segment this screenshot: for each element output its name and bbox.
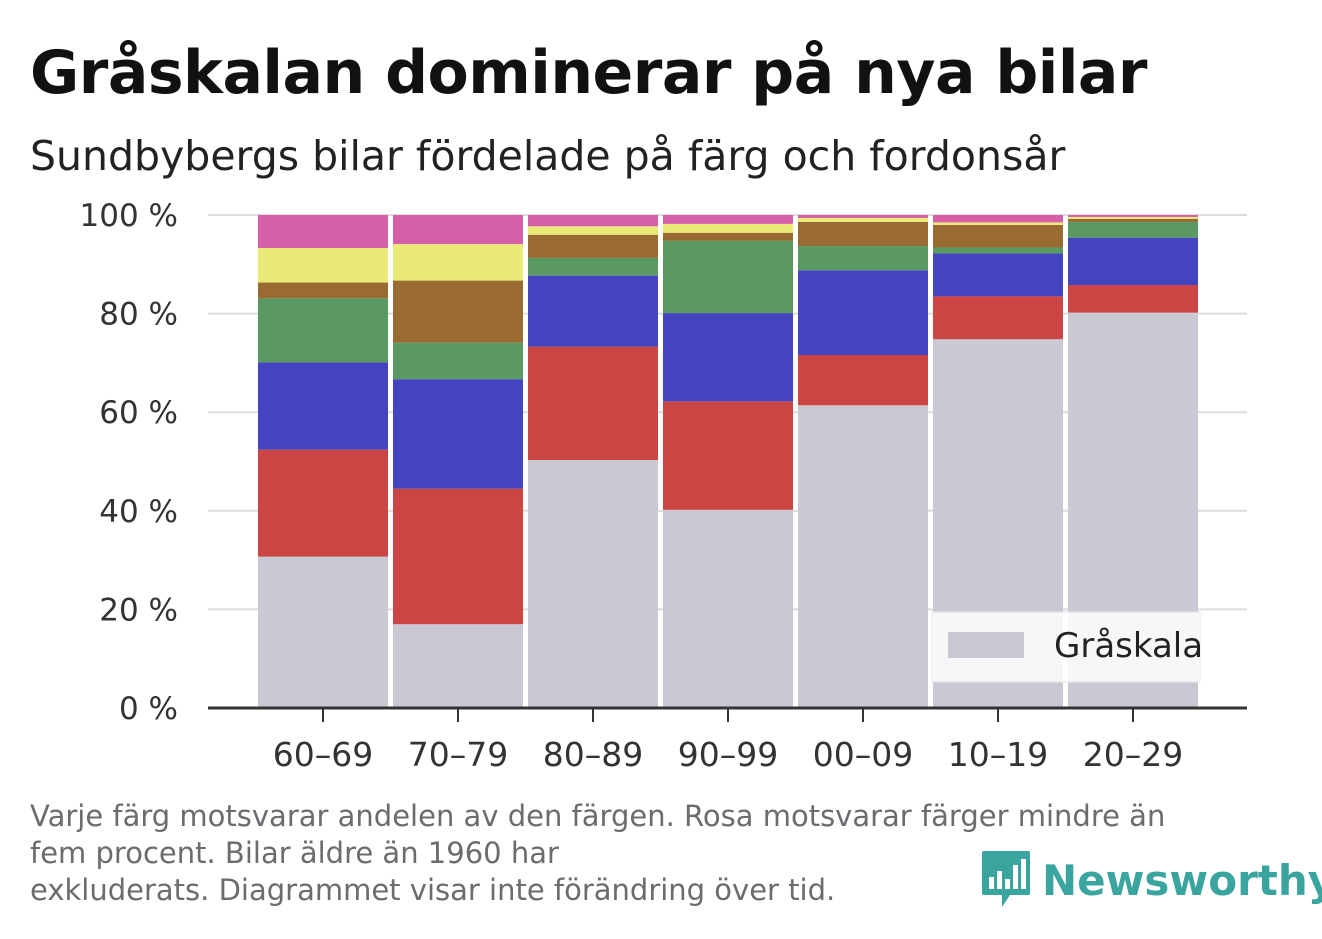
bar-segment bbox=[258, 215, 388, 249]
legend-swatch bbox=[948, 632, 1024, 658]
bar-segment bbox=[933, 247, 1063, 254]
bar-segment bbox=[258, 449, 388, 557]
bar-segment bbox=[393, 280, 523, 343]
bar-segment bbox=[798, 405, 928, 708]
y-tick-label: 80 % bbox=[99, 297, 178, 333]
bar-segment bbox=[393, 244, 523, 281]
bar-segment bbox=[798, 246, 928, 271]
bar-segment bbox=[393, 624, 523, 708]
stacked-bar-chart: 0 % 20 % 40 % 60 % 80 % 100 % 60–69 70–79 80–89 9… bbox=[80, 198, 1247, 774]
chart-subtitle: Sundbybergs bilar fördelade på färg och … bbox=[30, 132, 1066, 180]
bar-segment bbox=[1068, 221, 1198, 238]
bar-segment bbox=[528, 234, 658, 258]
bar-segment bbox=[933, 215, 1063, 223]
bar-segment bbox=[663, 509, 793, 708]
brand-logo[interactable]: Newsworthy bbox=[980, 848, 1322, 912]
bar-segment bbox=[393, 488, 523, 625]
y-tick-label: 20 % bbox=[99, 592, 178, 628]
bar-segment bbox=[798, 215, 928, 218]
bar-segment bbox=[528, 215, 658, 227]
bar-segment bbox=[663, 223, 793, 233]
brand-name: Newsworthy bbox=[1042, 855, 1322, 905]
bar-segment bbox=[528, 460, 658, 708]
x-tick-label: 20–29 bbox=[1083, 735, 1183, 774]
bar-segment bbox=[663, 313, 793, 402]
bar-segment bbox=[528, 275, 658, 347]
x-tick-label: 80–89 bbox=[543, 735, 643, 774]
bar-segment bbox=[1068, 216, 1198, 219]
y-tick-label: 40 % bbox=[99, 494, 178, 530]
bar-segment bbox=[933, 224, 1063, 248]
bar-segment bbox=[933, 222, 1063, 225]
bar-segment bbox=[528, 346, 658, 461]
bar-segment bbox=[663, 240, 793, 314]
bar-segment bbox=[528, 257, 658, 276]
bar-segment bbox=[663, 401, 793, 510]
bar-segment bbox=[528, 226, 658, 235]
y-tick-label: 60 % bbox=[99, 395, 178, 431]
y-tick-label: 100 % bbox=[80, 198, 178, 234]
bar-segment bbox=[1068, 215, 1198, 217]
bar-segment bbox=[1068, 237, 1198, 286]
chart-footnote: Varje färg motsvarar andelen av den färg… bbox=[30, 799, 1166, 907]
bar-segment bbox=[1068, 218, 1198, 222]
y-tick-label: 0 % bbox=[119, 691, 178, 727]
x-tick-label: 90–99 bbox=[678, 735, 778, 774]
bar-segment bbox=[933, 296, 1063, 340]
bar-segment bbox=[258, 298, 388, 363]
bar-segment bbox=[258, 282, 388, 299]
bar-segment bbox=[798, 355, 928, 406]
bar-segment bbox=[798, 270, 928, 356]
bar-segment bbox=[258, 556, 388, 708]
bar-segment bbox=[798, 217, 928, 222]
bar-segment bbox=[258, 248, 388, 283]
bar-segment bbox=[1068, 285, 1198, 313]
x-tick-label: 10–19 bbox=[948, 735, 1048, 774]
x-tick-label: 70–79 bbox=[408, 735, 508, 774]
bar-segment bbox=[393, 342, 523, 380]
chart-title: Gråskalan dominerar på nya bilar bbox=[30, 38, 1148, 108]
bar-segment bbox=[663, 232, 793, 241]
x-tick-label: 60–69 bbox=[273, 735, 373, 774]
legend-label: Gråskala bbox=[1054, 626, 1203, 666]
newsworthy-logo-icon bbox=[982, 851, 1030, 907]
bar-segment bbox=[663, 215, 793, 224]
bar-segment bbox=[393, 379, 523, 489]
bar-segment bbox=[258, 362, 388, 450]
bar-segment bbox=[798, 221, 928, 247]
bar-segment bbox=[933, 253, 1063, 297]
x-tick-label: 00–09 bbox=[813, 735, 913, 774]
bar-segment bbox=[393, 215, 523, 245]
